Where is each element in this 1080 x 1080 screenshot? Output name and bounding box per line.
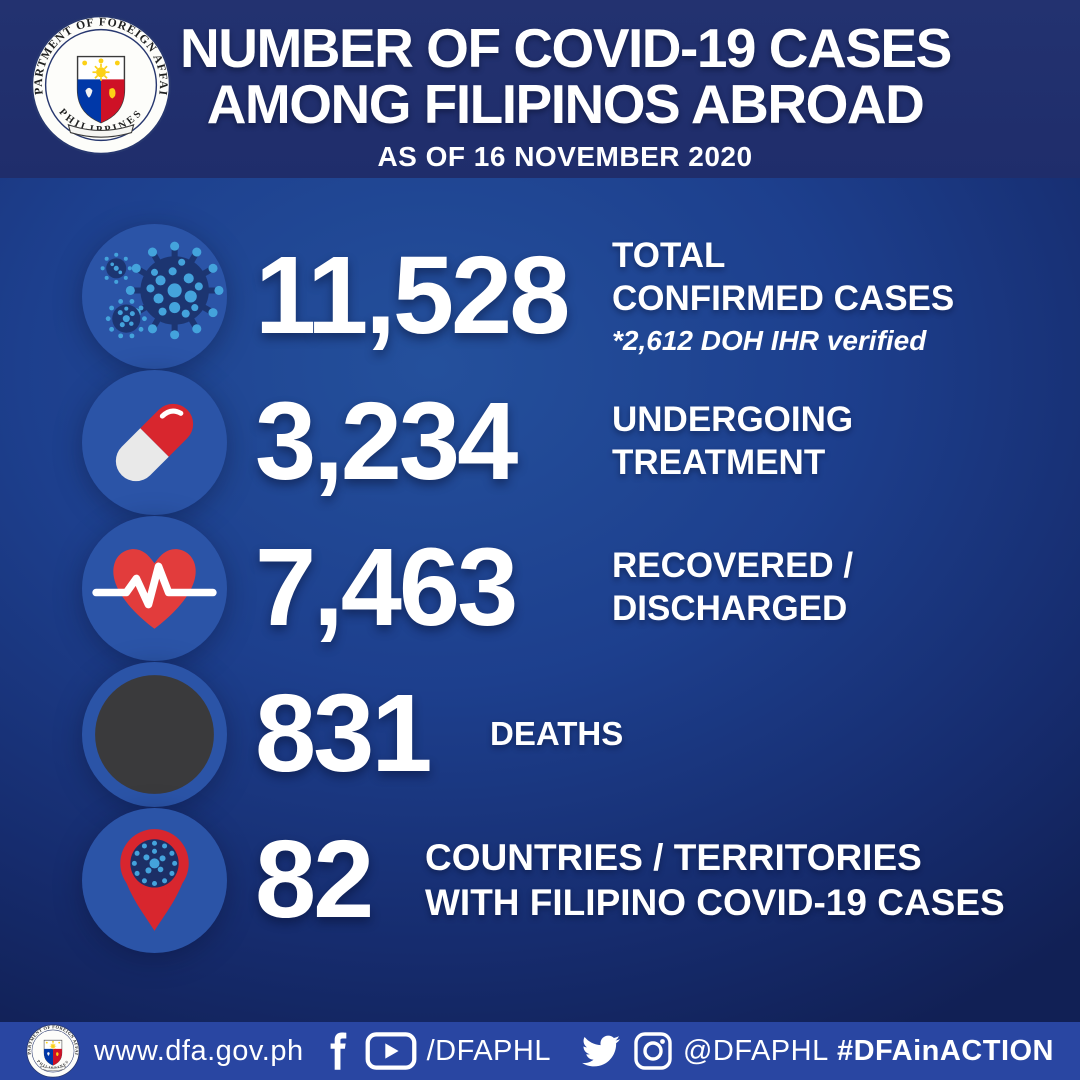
stat-row-deaths: 831 DEATHS: [0, 661, 1080, 807]
pill-icon: [82, 369, 227, 515]
map-pin-virus-icon: [82, 807, 227, 953]
youtube-icon: [365, 1032, 416, 1070]
stat-label: UNDERGOING: [612, 400, 854, 440]
twitter-icon: [581, 1035, 620, 1067]
stat-row-countries: 82 COUNTRIES / TERRITORIES WITH FILIPINO…: [0, 807, 1080, 953]
campaign-hashtag: #DFAinACTION: [836, 1034, 1054, 1067]
dfa-seal-logo-small: [26, 1024, 80, 1078]
page-title-line2: AMONG FILIPINOS ABROAD: [206, 73, 925, 136]
instagram-icon: [634, 1032, 672, 1070]
stat-label: TREATMENT: [612, 443, 826, 482]
website-url: www.dfa.gov.ph: [94, 1034, 304, 1067]
stat-label: RECOVERED /: [612, 546, 854, 586]
stat-value-treatment: 3,234: [255, 380, 518, 503]
stat-row-confirmed: 11,528 TOTAL CONFIRMED CASES *2,612 DOH …: [0, 223, 1080, 369]
stat-footnote: *2,612 DOH IHR verified: [612, 324, 927, 356]
stat-row-treatment: 3,234 UNDERGOING TREATMENT: [0, 369, 1080, 515]
dfa-seal-logo: DEPARTMENT OF FOREIGN AFFAIRS PHILIPPINE…: [30, 14, 171, 155]
stat-value-recovered: 7,463: [255, 526, 518, 649]
heart-pulse-icon: [82, 515, 227, 661]
stats-list: 11,528 TOTAL CONFIRMED CASES *2,612 DOH …: [0, 178, 1080, 953]
footer: www.dfa.gov.ph /DFAPHL @DFAPHL #DFAinACT…: [0, 1022, 1080, 1080]
deaths-circle-icon: [82, 661, 227, 807]
stat-label: TOTAL: [612, 236, 726, 276]
fb-yt-handle: /DFAPHL: [426, 1034, 551, 1067]
facebook-icon: [330, 1032, 346, 1070]
stat-label: DEATHS: [490, 714, 624, 752]
stat-value-deaths: 831: [255, 672, 433, 795]
stat-label: COUNTRIES / TERRITORIES: [425, 836, 922, 878]
stat-label: WITH FILIPINO COVID-19 CASES: [425, 882, 1005, 923]
page-title-line1: NUMBER OF COVID-19 CASES: [180, 17, 952, 79]
tw-ig-handle: @DFAPHL: [682, 1034, 829, 1067]
stat-row-recovered: 7,463 RECOVERED / DISCHARGED: [0, 515, 1080, 661]
stat-value-countries: 82: [255, 818, 374, 941]
stat-label: CONFIRMED CASES: [612, 279, 955, 318]
header: DEPARTMENT OF FOREIGN AFFAIRS PHILIPPINE…: [0, 0, 1080, 178]
stat-label: DISCHARGED: [612, 589, 848, 628]
virus-icon: [82, 223, 227, 369]
stat-value-confirmed: 11,528: [255, 234, 570, 357]
as-of-date: AS OF 16 NOVEMBER 2020: [377, 141, 753, 173]
